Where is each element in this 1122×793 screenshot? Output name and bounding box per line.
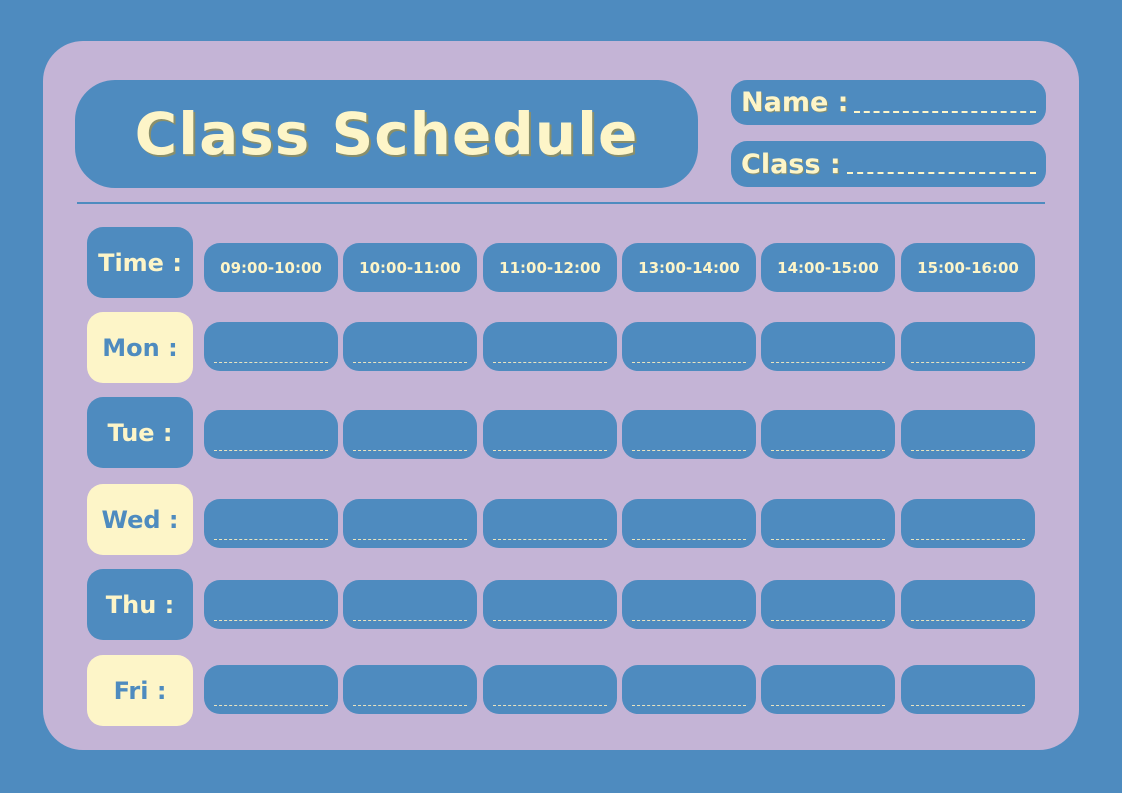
schedule-cell[interactable] [901,322,1035,371]
name-label: Name : [741,87,849,118]
title-banner: Class Schedule [75,80,698,188]
cell-write-line [353,450,467,451]
cell-write-line [771,450,885,451]
cell-write-line [911,620,1025,621]
time-header: Time : [87,227,193,298]
schedule-cell[interactable] [483,665,617,714]
cell-write-line [632,450,746,451]
schedule-cell[interactable] [204,410,338,459]
schedule-cell[interactable] [901,410,1035,459]
cell-write-line [771,539,885,540]
schedule-cell[interactable] [622,322,756,371]
cell-write-line [353,539,467,540]
schedule-cell[interactable] [204,499,338,548]
schedule-cell[interactable] [343,410,477,459]
cell-write-line [771,705,885,706]
day-label: Fri : [87,655,193,726]
day-label: Wed : [87,484,193,555]
class-label: Class : [741,148,841,180]
schedule-cell[interactable] [483,410,617,459]
schedule-cell[interactable] [761,580,895,629]
divider [77,202,1045,204]
cell-write-line [214,362,328,363]
schedule-cell[interactable] [761,665,895,714]
cell-write-line [771,620,885,621]
class-input-line[interactable] [846,172,1036,174]
schedule-cell[interactable] [622,580,756,629]
time-slot-header: 13:00-14:00 [622,243,756,292]
schedule-cell[interactable] [483,322,617,371]
cell-write-line [911,450,1025,451]
cell-write-line [493,705,607,706]
schedule-cell[interactable] [622,499,756,548]
cell-write-line [214,450,328,451]
cell-write-line [353,705,467,706]
cell-write-line [911,705,1025,706]
cell-write-line [632,362,746,363]
schedule-cell[interactable] [483,580,617,629]
time-slot-header: 14:00-15:00 [761,243,895,292]
cell-write-line [632,705,746,706]
cell-write-line [632,539,746,540]
schedule-cell[interactable] [622,665,756,714]
schedule-cell[interactable] [622,410,756,459]
schedule-cell[interactable] [483,499,617,548]
cell-write-line [493,450,607,451]
schedule-cell[interactable] [204,665,338,714]
schedule-cell[interactable] [343,499,477,548]
cell-write-line [214,705,328,706]
schedule-cell[interactable] [343,665,477,714]
day-label: Mon : [87,312,193,383]
class-field[interactable]: Class : [731,141,1046,187]
day-label: Thu : [87,569,193,640]
schedule-cell[interactable] [901,580,1035,629]
schedule-cell[interactable] [204,580,338,629]
time-slot-header: 15:00-16:00 [901,243,1035,292]
schedule-cell[interactable] [901,665,1035,714]
schedule-cell[interactable] [901,499,1035,548]
schedule-cell[interactable] [343,580,477,629]
cell-write-line [214,539,328,540]
cell-write-line [493,539,607,540]
schedule-cell[interactable] [761,499,895,548]
cell-write-line [353,620,467,621]
cell-write-line [911,362,1025,363]
cell-write-line [353,362,467,363]
cell-write-line [632,620,746,621]
schedule-cell[interactable] [343,322,477,371]
cell-write-line [214,620,328,621]
name-field[interactable]: Name : [731,80,1046,125]
schedule-cell[interactable] [761,322,895,371]
page-title: Class Schedule [134,100,639,168]
day-label: Tue : [87,397,193,468]
schedule-cell[interactable] [761,410,895,459]
name-input-line[interactable] [854,110,1036,113]
cell-write-line [493,362,607,363]
time-slot-header: 09:00-10:00 [204,243,338,292]
cell-write-line [911,539,1025,540]
time-slot-header: 10:00-11:00 [343,243,477,292]
cell-write-line [771,362,885,363]
schedule-cell[interactable] [204,322,338,371]
cell-write-line [493,620,607,621]
time-slot-header: 11:00-12:00 [483,243,617,292]
